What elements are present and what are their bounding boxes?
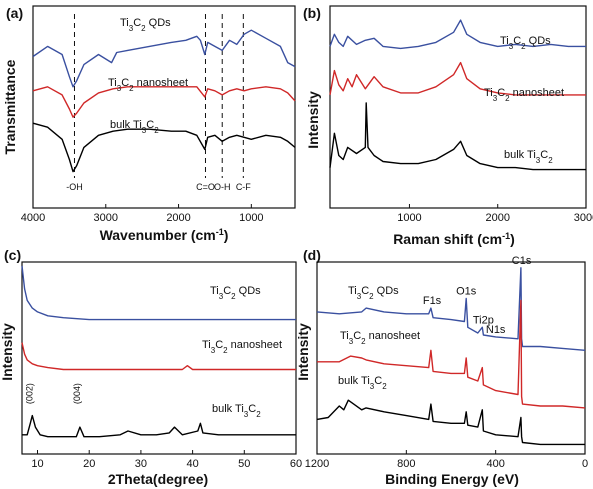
panel-d-label: (d) (303, 247, 321, 263)
panel-d-series-1 (317, 299, 586, 409)
panel-c-peak-label-1: (004) (72, 383, 82, 404)
panel-b: (b) 1000 2000 3000 Intensity Raman shift (… (303, 5, 593, 247)
panel-d-series-2 (316, 399, 585, 446)
panel-a-ref-label-3: C-F (236, 182, 251, 192)
panel-a-series-2 (32, 122, 296, 173)
panel-b-series-2 (329, 102, 586, 171)
panel-c-xtick-label-3: 40 (186, 458, 198, 470)
panel-d-series-label-bulk: bulk Ti3C2 (338, 375, 387, 391)
panel-a-xtick-label-1: 3000 (94, 212, 118, 224)
panel-a-xtick-label-0: 4000 (21, 212, 45, 224)
panel-d-xtick-label-3: 0 (582, 458, 588, 470)
panel-a-series-0 (32, 29, 296, 88)
panel-c: (c) 10 20 30 40 50 60 (002) (004) Intensity 2Th… (0, 247, 302, 487)
panel-c-frame (21, 261, 297, 455)
panel-a-ylabel: Transmittance (2, 59, 18, 154)
panel-d-peak-label-4: C1s (512, 255, 532, 267)
panel-c-xtick-label-1: 20 (83, 458, 95, 470)
panel-d-xlabel: Binding Energy (eV) (385, 471, 519, 487)
panel-a-plot: 4000 3000 2000 1000 -OH C=O O-H C-F (21, 14, 296, 224)
panel-c-xtick-label-4: 50 (238, 458, 250, 470)
panel-a-series-1 (32, 86, 296, 118)
panel-c-series-1 (21, 342, 296, 371)
panel-a-series-label-qds: Ti3C2 QDs (120, 17, 171, 33)
panel-d-frame (316, 261, 586, 455)
panel-a: (a) 4000 3000 2000 1000 -OH C=O O-H C-F Transmi… (2, 5, 296, 243)
panel-a-ref-label-0: -OH (66, 182, 83, 192)
panel-a-xtick-label-3: 1000 (239, 212, 263, 224)
panel-d-peak-label-1: O1s (456, 285, 477, 297)
panel-a-frame (32, 5, 296, 209)
panel-c-series-label-nanosheet: Ti3C2 nanosheet (202, 339, 282, 355)
panel-a-series-label-bulk: bulk Ti3C2 (110, 119, 159, 135)
panel-b-series-label-bulk: bulk Ti3C2 (504, 149, 553, 165)
panel-b-frame (329, 5, 587, 209)
panel-b-series-label-qds: Ti3C2 QDs (500, 35, 551, 51)
panel-d-series-label-nanosheet: Ti3C2 nanosheet (340, 330, 420, 346)
panel-d-peak-label-0: F1s (423, 295, 442, 307)
panel-a-ref-label-1: C=O (196, 182, 215, 192)
panel-b-series-0 (329, 19, 586, 50)
panel-b-xtick-label-1: 2000 (485, 212, 509, 224)
panel-a-xtick-label-2: 2000 (166, 212, 190, 224)
panel-c-xtick-label-2: 30 (135, 458, 147, 470)
panel-d-peak-label-2: Ti2p (473, 314, 494, 326)
panel-c-series-label-bulk: bulk Ti3C2 (212, 403, 261, 419)
panel-c-series-label-qds: Ti3C2 QDs (210, 285, 261, 301)
panel-c-xlabel: 2Theta(degree) (108, 471, 208, 487)
panel-c-xtick-label-0: 10 (31, 458, 43, 470)
panel-a-xlabel: Wavenumber (cm-1) (100, 227, 229, 243)
panel-b-xtick-label-0: 1000 (397, 212, 421, 224)
panel-c-series-2 (22, 414, 296, 438)
panel-a-series-label-nanosheet: Ti3C2 nanosheet (108, 77, 188, 93)
panel-b-xtick-label-2: 3000 (574, 212, 593, 224)
panel-b-label: (b) (303, 5, 321, 21)
panel-b-ylabel: Intensity (305, 91, 321, 149)
panel-a-label: (a) (6, 5, 23, 21)
panel-c-peak-label-0: (002) (24, 383, 34, 404)
panel-a-ref-label-2: O-H (214, 182, 231, 192)
panel-b-series-1 (329, 61, 586, 96)
panel-c-ylabel: Intensity (0, 323, 15, 381)
panel-d-series-label-qds: Ti3C2 QDs (348, 285, 399, 301)
panel-d-xtick-label-2: 400 (486, 458, 504, 470)
panel-c-xtick-label-5: 60 (290, 458, 302, 470)
panel-c-label: (c) (4, 247, 21, 263)
panel-d-ylabel: Intensity (295, 323, 311, 381)
panel-d-xtick-label-0: 1200 (305, 458, 329, 470)
panel-c-series-0 (21, 265, 296, 321)
panel-b-plot: 1000 2000 3000 (329, 19, 593, 224)
panel-b-series-label-nanosheet: Ti3C2 nanosheet (484, 87, 564, 103)
panel-c-plot: 10 20 30 40 50 60 (002) (004) (21, 265, 302, 470)
panel-d-peak-label-3: N1s (486, 324, 506, 336)
panel-d-xtick-label-1: 800 (397, 458, 415, 470)
panel-b-xlabel: Raman shift (cm-1) (393, 231, 515, 247)
